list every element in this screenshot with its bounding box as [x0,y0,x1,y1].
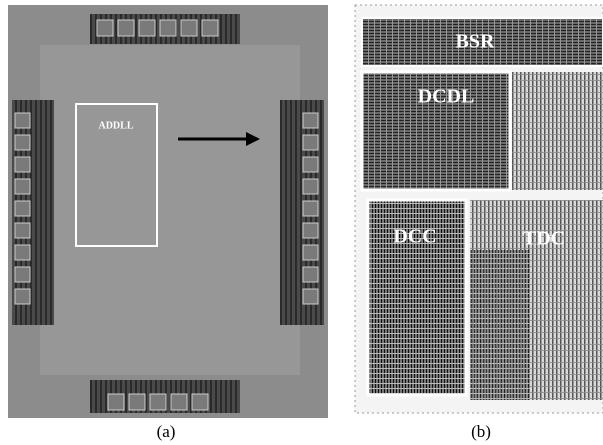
tdc-label: TDC [523,228,565,250]
panel-a: ADDLL (a) [8,5,328,441]
caption-a: (a) [157,422,176,441]
addll-label: ADDLL [98,120,133,131]
bsr-label: BSR [456,31,495,53]
panel-b: BSR DCDL DCC TDC (b) [355,5,603,441]
caption-b: (b) [471,422,491,441]
dcdl-label: DCDL [418,86,475,108]
dcc-label: DCC [393,226,436,248]
page: ADDLL (a) BSR DCDL DCC TDC (b) (() => { … [0,0,603,445]
die-core [40,45,300,375]
figure: ADDLL (a) BSR DCDL DCC TDC (b) [0,0,603,445]
tdc-routing [470,250,530,400]
dcdl-array [512,72,603,190]
